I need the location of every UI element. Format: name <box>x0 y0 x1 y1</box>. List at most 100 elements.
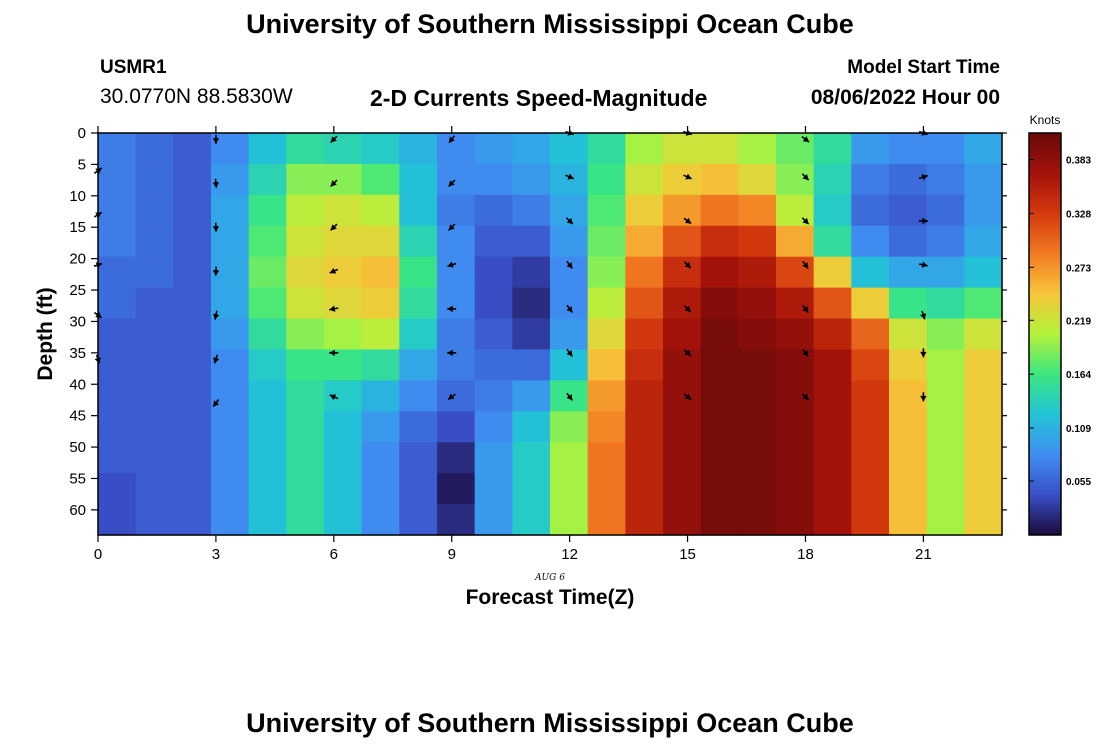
current-arrow-head <box>449 136 455 143</box>
heatmap-cell <box>98 380 137 412</box>
current-arrow-head <box>684 393 692 400</box>
heatmap-cell <box>248 411 287 443</box>
heatmap-cell <box>248 473 287 505</box>
heatmap-cell <box>286 225 325 258</box>
heatmap-cell <box>437 349 476 381</box>
heatmap-cell <box>776 380 815 412</box>
heatmap-cell <box>851 256 890 289</box>
heatmap-cell <box>926 442 965 474</box>
heatmap-cell <box>851 225 890 258</box>
station-id: USMR1 <box>100 57 167 78</box>
heatmap-cell <box>738 442 777 474</box>
current-arrow <box>801 173 810 181</box>
y-tick-label: 50 <box>69 439 86 456</box>
heatmap-cell <box>211 225 250 258</box>
heatmap-cell <box>964 349 1003 381</box>
heatmap-cell <box>964 133 1003 165</box>
current-arrow <box>920 348 927 358</box>
current-arrow <box>213 354 220 364</box>
current-arrow <box>447 393 456 401</box>
heatmap-cell <box>98 411 137 443</box>
heatmap-cell <box>512 442 551 474</box>
heatmap-cell <box>550 225 589 258</box>
heatmap-cell <box>324 473 363 505</box>
heatmap-cell <box>663 473 702 505</box>
heatmap-cell <box>625 256 664 289</box>
heatmap-cell <box>813 349 852 381</box>
heatmap-cell <box>738 225 777 258</box>
current-arrow <box>801 135 810 143</box>
heatmap-cell <box>964 225 1003 258</box>
heatmap-cell <box>437 133 476 165</box>
heatmap-cell <box>813 442 852 474</box>
heatmap-cell <box>700 133 739 165</box>
heatmap-cell <box>851 473 890 505</box>
heatmap-cell <box>889 473 928 505</box>
heatmap-cell <box>248 225 287 258</box>
heatmap-cell <box>738 504 777 536</box>
heatmap-cell <box>550 287 589 320</box>
colorbar-ticks: 0.055 0.109 0.164 0.219 0.273 0.328 0.383 <box>1029 155 1091 488</box>
heatmap-cell <box>889 411 928 443</box>
current-arrow <box>802 348 809 357</box>
heatmap-cell <box>361 411 400 443</box>
heatmap-cell <box>587 287 626 320</box>
page-title-bottom: University of Southern Mississippi Ocean… <box>246 708 854 738</box>
current-arrow-head <box>566 262 573 269</box>
current-arrow-head <box>448 393 455 400</box>
heatmap-cell <box>700 225 739 258</box>
y-tick-label: 15 <box>69 219 86 236</box>
heatmap-cell <box>324 287 363 320</box>
current-arrow-head <box>802 173 809 181</box>
heatmap-cell <box>964 287 1003 320</box>
heatmap-cell <box>98 318 137 351</box>
y-tick-label: 5 <box>78 156 86 173</box>
heatmap-cell <box>399 473 438 505</box>
heatmap-cell <box>474 287 513 320</box>
heatmap-cell <box>738 380 777 412</box>
heatmap-cell <box>286 380 325 412</box>
heatmap-cell <box>889 163 928 196</box>
current-arrow <box>329 394 339 401</box>
y-tick-label: 25 <box>69 282 86 299</box>
heatmap-cell <box>663 318 702 351</box>
heatmap-cell <box>173 442 212 474</box>
current-arrow <box>918 217 928 225</box>
heatmap-cell <box>286 504 325 536</box>
heatmap-cell <box>211 504 250 536</box>
station-coordinates: 30.0770N 88.5830W <box>100 85 293 108</box>
heatmap-cell <box>926 225 965 258</box>
heatmap-cell <box>474 380 513 412</box>
heatmap-cell <box>813 287 852 320</box>
heatmap-cell <box>550 442 589 474</box>
colorbar-tick-label: 0.055 <box>1066 477 1091 488</box>
heatmap-cell <box>889 318 928 351</box>
current-arrow <box>566 260 573 269</box>
current-arrow-head <box>330 180 337 187</box>
heatmap-cell <box>135 442 174 474</box>
heatmap-cell <box>926 473 965 505</box>
heatmap-cell <box>437 163 476 196</box>
heatmap-cell <box>625 411 664 443</box>
heatmap-cell <box>361 133 400 165</box>
heatmap-cell <box>851 380 890 412</box>
heatmap-cell <box>324 318 363 351</box>
current-arrow <box>920 310 927 320</box>
current-arrow-head <box>684 305 691 313</box>
current-arrow <box>918 261 928 268</box>
heatmap-cell <box>173 473 212 505</box>
heatmap-cell <box>211 163 250 196</box>
heatmap-cell <box>211 349 250 381</box>
heatmap-cell <box>738 318 777 351</box>
heatmap-cell <box>474 442 513 474</box>
current-arrow <box>683 173 692 180</box>
heatmap-cell <box>625 442 664 474</box>
heatmap-cell <box>399 411 438 443</box>
current-arrow-head <box>448 224 455 231</box>
current-arrow <box>330 179 338 187</box>
heatmap-cell <box>700 163 739 196</box>
heatmap-cell <box>663 349 702 381</box>
heatmap-cell <box>851 504 890 536</box>
heatmap-cell <box>550 256 589 289</box>
